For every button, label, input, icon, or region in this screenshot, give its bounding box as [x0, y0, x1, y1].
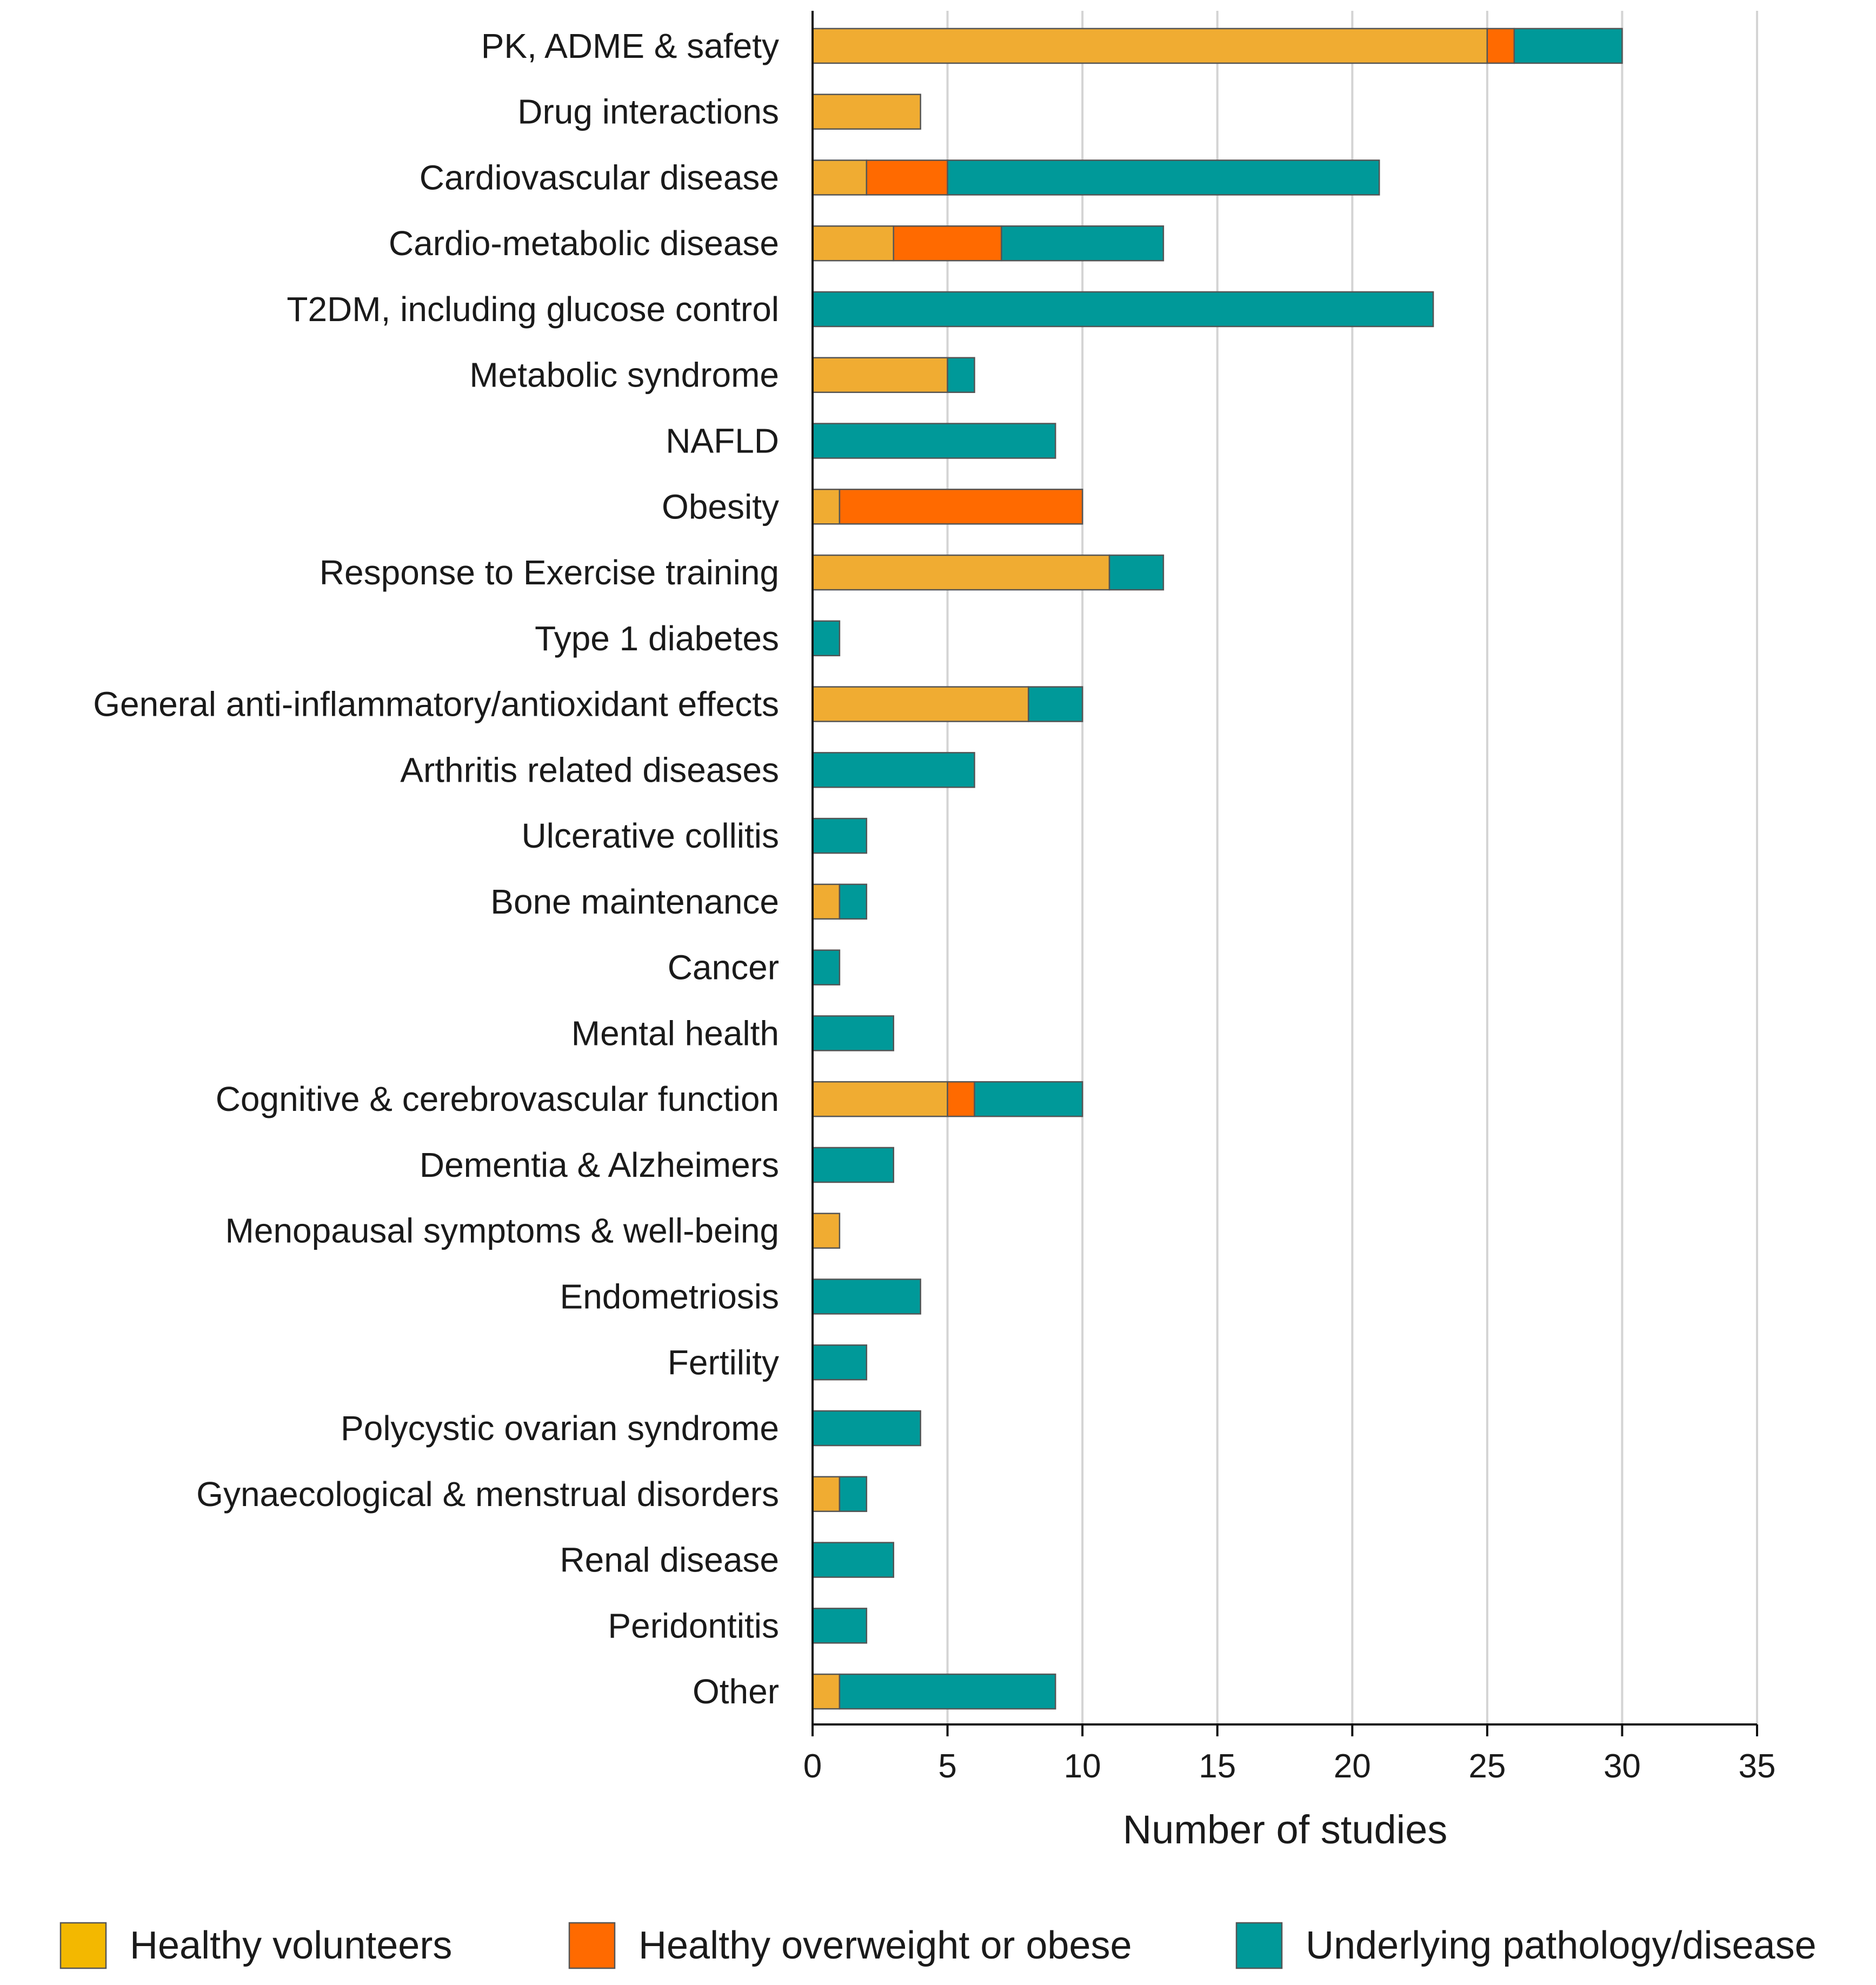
x-tick-label: 35 — [1739, 1748, 1776, 1785]
bar-segment-series-2-row-14 — [811, 949, 841, 985]
bar-segment-series-1-row-16 — [947, 1081, 975, 1117]
bar-segment-series-0-row-13 — [811, 883, 841, 920]
category-label: Cardiovascular disease — [420, 158, 779, 197]
category-label: Cognitive & cerebrovascular function — [216, 1080, 779, 1118]
category-label: Type 1 diabetes — [535, 619, 779, 658]
bar-segment-series-2-row-5 — [947, 357, 975, 393]
bar-segment-series-2-row-19 — [811, 1278, 921, 1315]
bar-segment-series-1-row-3 — [893, 225, 1002, 262]
bar-segment-series-2-row-24 — [811, 1608, 868, 1644]
category-label: NAFLD — [666, 422, 779, 461]
bar-segment-series-0-row-10 — [811, 686, 1029, 722]
legend-label: Healthy volunteers — [130, 1924, 452, 1967]
legend-label: Healthy overweight or obese — [638, 1924, 1132, 1967]
category-labels: PK, ADME & safety Drug interactions Cardio… — [93, 26, 779, 1711]
gridlines — [946, 11, 1758, 1724]
x-axis-title: Number of studies — [1123, 1807, 1448, 1852]
bar-segment-series-1-row-0 — [1486, 28, 1515, 64]
category-label: Obesity — [662, 487, 779, 526]
bar-segment-series-0-row-16 — [811, 1081, 948, 1117]
category-label: Drug interactions — [517, 92, 779, 131]
bar-segment-series-2-row-23 — [811, 1542, 894, 1578]
category-label: Ulcerative collitis — [521, 816, 779, 855]
bar-segment-series-0-row-22 — [811, 1476, 841, 1513]
x-tick-label: 20 — [1334, 1748, 1371, 1785]
bar-segment-series-2-row-0 — [1513, 28, 1623, 64]
bar-segment-series-2-row-11 — [811, 752, 975, 788]
bars — [811, 28, 1623, 1710]
bar-segment-series-2-row-17 — [811, 1147, 894, 1183]
x-axis: 0 5 10 15 20 25 30 35 — [803, 11, 1776, 1785]
category-label: Cancer — [668, 948, 779, 987]
x-tick-label: 5 — [938, 1748, 956, 1785]
bar-segment-series-2-row-2 — [947, 159, 1380, 196]
bar-segment-series-2-row-21 — [811, 1410, 921, 1447]
bar-segment-series-2-row-6 — [811, 423, 1056, 459]
bar-segment-series-2-row-8 — [1108, 554, 1165, 591]
x-tick-label: 0 — [803, 1748, 822, 1785]
bar-segment-series-2-row-25 — [839, 1673, 1056, 1710]
category-label: T2DM, including glucose control — [287, 290, 779, 329]
category-label: PK, ADME & safety — [481, 26, 779, 65]
bar-segment-series-0-row-18 — [811, 1213, 841, 1249]
category-label: Fertility — [668, 1343, 779, 1382]
legend-swatch — [568, 1922, 616, 1969]
category-label: Metabolic syndrome — [469, 356, 779, 395]
category-label: Peridontitis — [608, 1606, 779, 1645]
bar-segment-series-2-row-3 — [1001, 225, 1165, 262]
category-label: Renal disease — [560, 1541, 779, 1580]
category-label: Endometriosis — [560, 1277, 780, 1316]
legend-swatch — [1235, 1922, 1283, 1969]
bar-segment-series-0-row-0 — [811, 28, 1488, 64]
legend-swatch — [59, 1922, 107, 1969]
bar-segment-series-1-row-2 — [866, 159, 948, 196]
bar-segment-series-0-row-1 — [811, 94, 921, 130]
bar-segment-series-2-row-12 — [811, 817, 868, 854]
category-label: Arthritis related diseases — [400, 750, 779, 789]
category-label: General anti-inflammatory/antioxidant ef… — [93, 685, 779, 724]
legend-label: Underlying pathology/disease — [1306, 1924, 1817, 1967]
bar-segment-series-0-row-3 — [811, 225, 894, 262]
category-label: Mental health — [571, 1014, 779, 1053]
bar-segment-series-0-row-2 — [811, 159, 868, 196]
bar-segment-series-0-row-25 — [811, 1673, 841, 1710]
bar-segment-series-2-row-22 — [839, 1476, 868, 1513]
bar-segment-series-2-row-16 — [974, 1081, 1083, 1117]
bar-segment-series-2-row-13 — [839, 883, 868, 920]
x-tick-label: 30 — [1604, 1748, 1641, 1785]
bar-segment-series-2-row-20 — [811, 1344, 868, 1381]
category-label: Menopausal symptoms & well-being — [225, 1211, 779, 1250]
x-tick-label: 25 — [1468, 1748, 1506, 1785]
bar-segment-series-0-row-5 — [811, 357, 948, 393]
category-label: Gynaecological & menstrual disorders — [196, 1475, 779, 1514]
bar-segment-series-2-row-10 — [1028, 686, 1083, 722]
x-tick-label: 10 — [1064, 1748, 1101, 1785]
bar-segment-series-2-row-9 — [811, 620, 841, 657]
x-tick-label: 15 — [1199, 1748, 1236, 1785]
category-label: Dementia & Alzheimers — [420, 1145, 779, 1184]
bar-segment-series-2-row-4 — [811, 291, 1434, 328]
category-label: Cardio-metabolic disease — [389, 224, 779, 263]
category-label: Polycystic ovarian syndrome — [341, 1409, 779, 1448]
bar-segment-series-0-row-8 — [811, 554, 1110, 591]
bar-segment-series-1-row-7 — [839, 489, 1083, 525]
category-label: Other — [693, 1672, 779, 1711]
legend: Healthy volunteers Healthy overweight or … — [59, 1922, 1817, 1969]
bar-segment-series-2-row-15 — [811, 1015, 894, 1051]
bar-segment-series-0-row-7 — [811, 489, 841, 525]
category-label: Response to Exercise training — [320, 553, 779, 592]
category-label: Bone maintenance — [490, 882, 779, 921]
